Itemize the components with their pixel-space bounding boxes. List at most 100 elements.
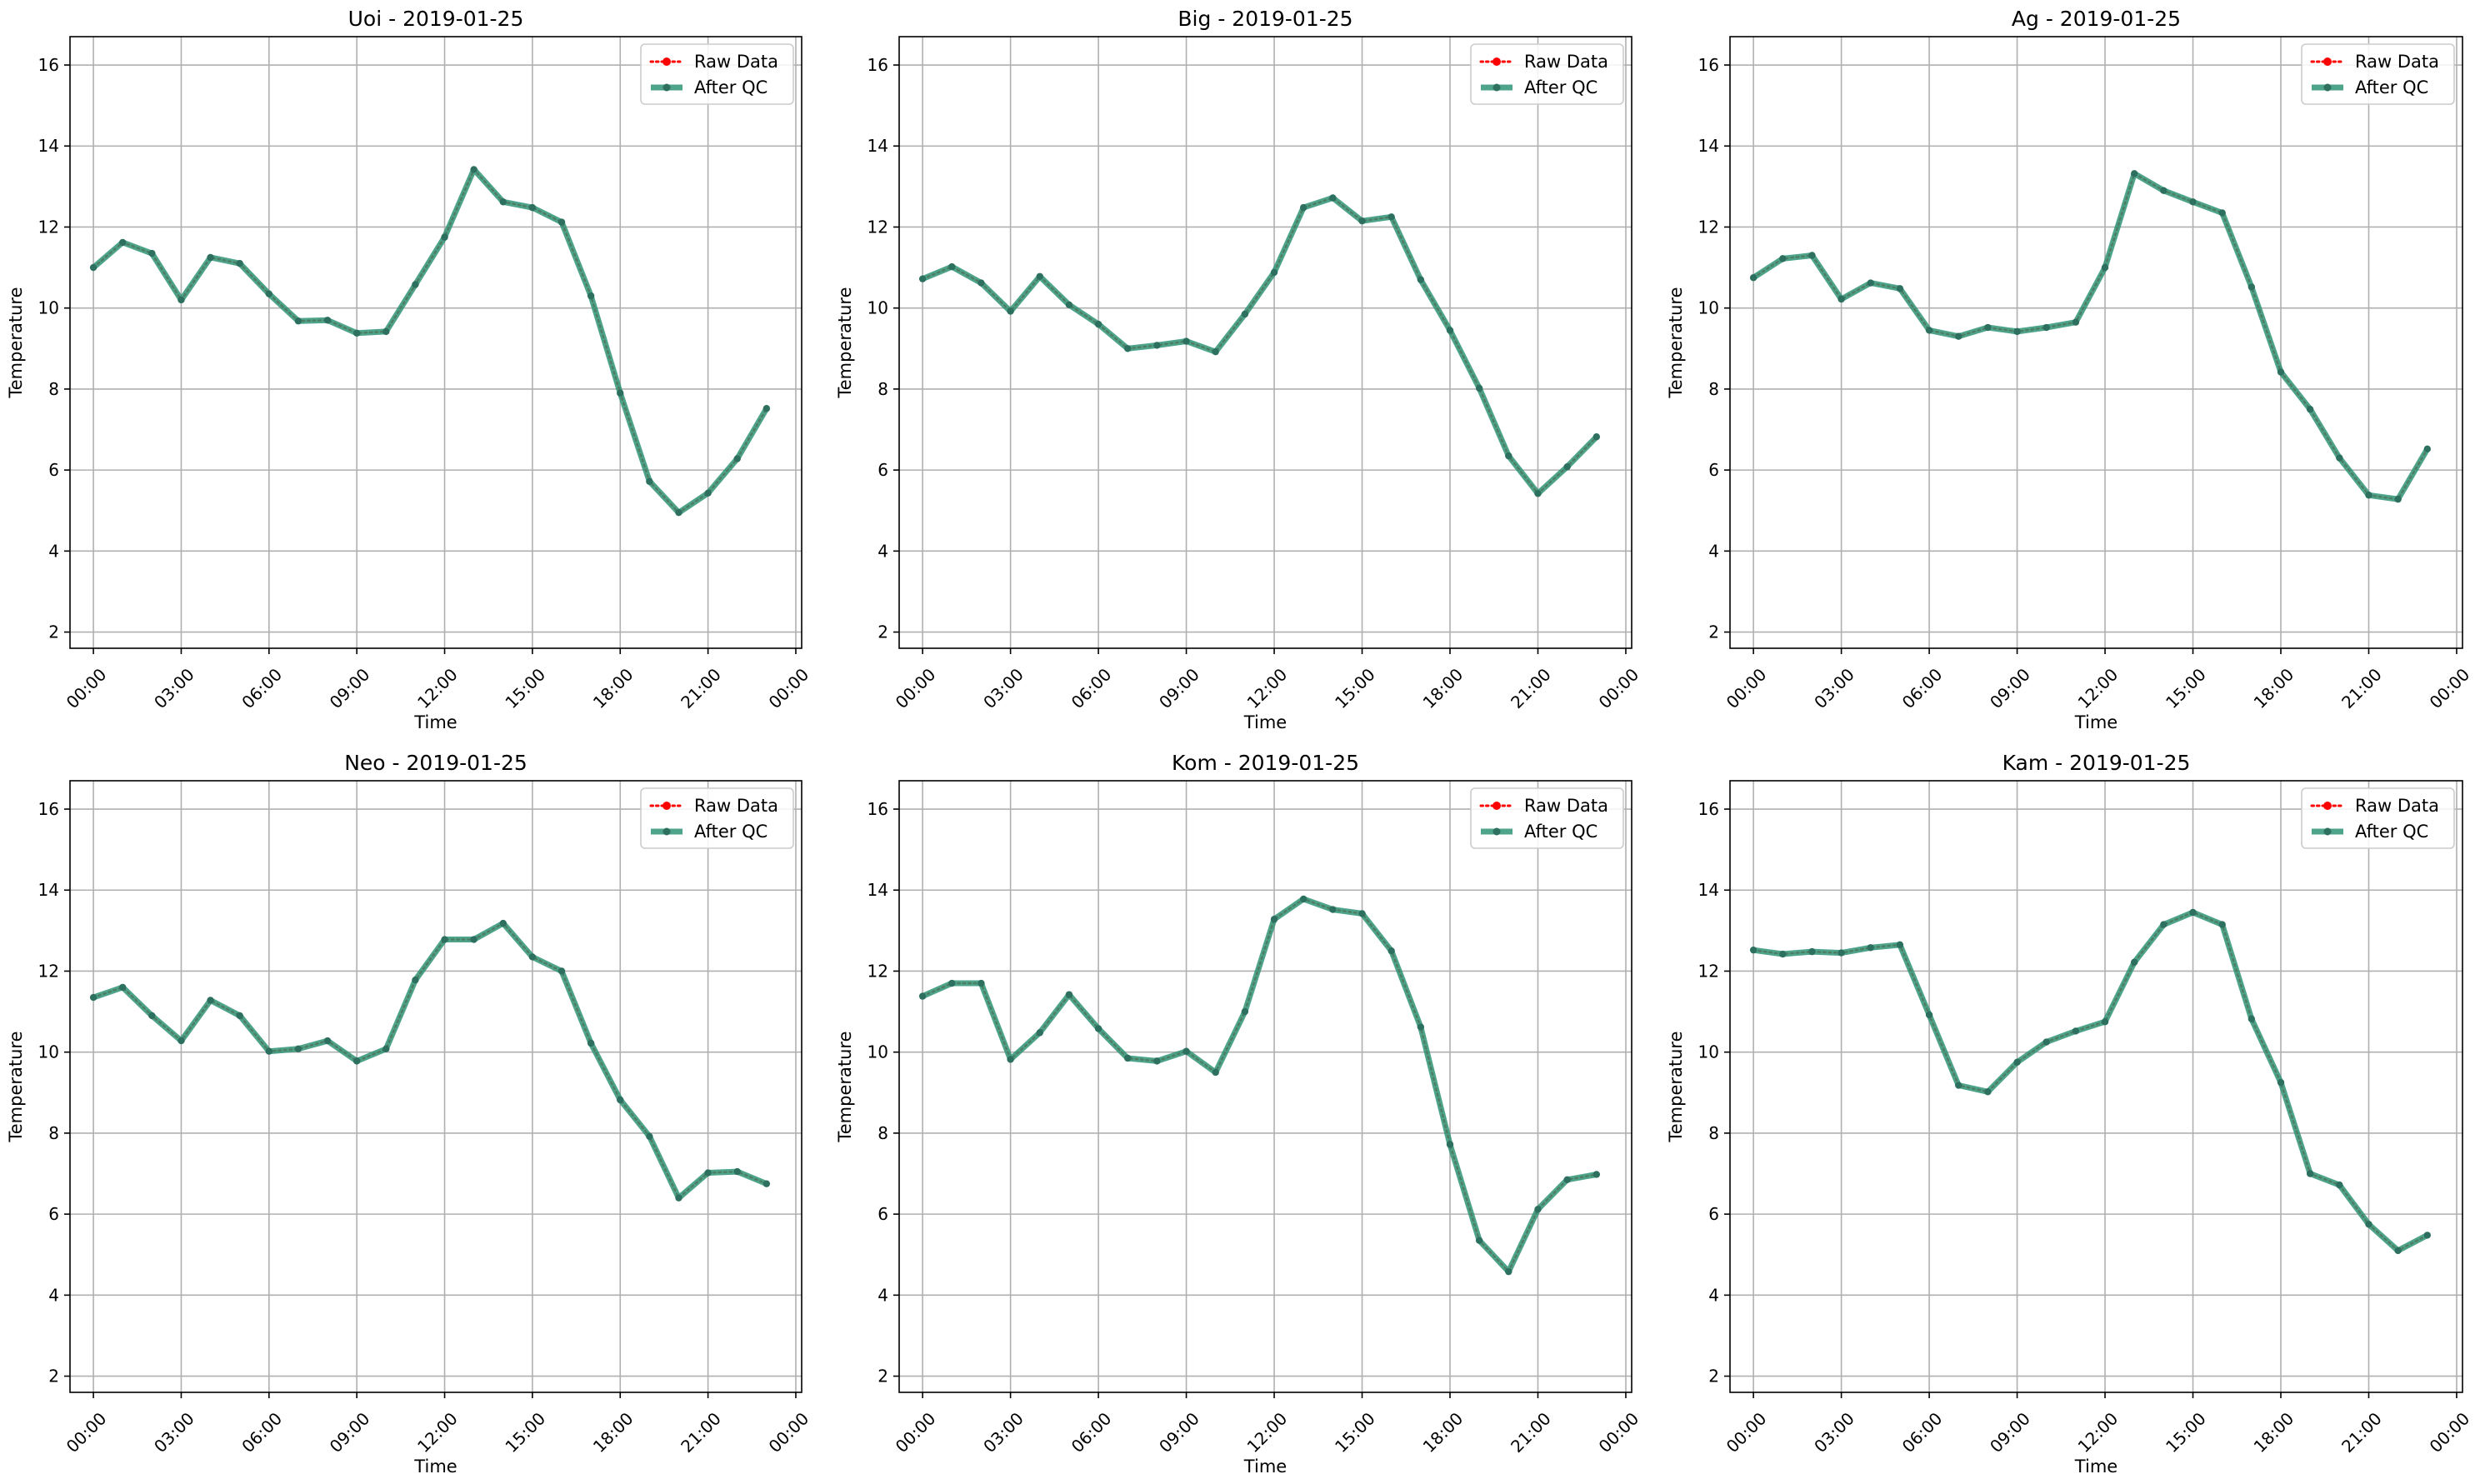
data-point: [1563, 1176, 1571, 1184]
x-tick-label: 06:00: [1898, 1408, 1947, 1457]
subplot-5: 00:00 03:00 06:00 09:00 12:00 15:00 18:00 21:00…: [835, 751, 1642, 1477]
data-point: [2013, 1058, 2021, 1067]
data-point: [1867, 944, 1874, 952]
x-tick-label: 00:00: [765, 1408, 813, 1457]
data-point: [2248, 283, 2256, 291]
axes-frame: [69, 780, 802, 1393]
data-point: [148, 1012, 156, 1020]
y-tick-label: 6: [878, 1204, 888, 1224]
data-point: [1592, 1171, 1601, 1178]
x-tick-label: 12:00: [2074, 664, 2122, 712]
y-tick-label: 14: [38, 136, 59, 156]
x-tick-label: 09:00: [1986, 664, 2034, 712]
x-tick-label: 00:00: [62, 1408, 111, 1457]
x-tick-label: 18:00: [2250, 664, 2298, 712]
y-tick-label: 2: [1708, 622, 1719, 642]
y-tick-label: 8: [878, 379, 888, 399]
x-axis-label: Time: [1243, 1457, 1287, 1477]
y-tick-label: 16: [38, 799, 59, 819]
y-tick-label: 10: [1698, 298, 1719, 318]
data-point: [2336, 454, 2343, 462]
data-point: [2160, 921, 2168, 928]
data-point: [1065, 991, 1073, 998]
data-point: [1241, 310, 1249, 318]
data-point: [1446, 327, 1454, 334]
x-tick-label: 00:00: [1595, 1408, 1643, 1457]
x-axis-label: Time: [2074, 1457, 2118, 1477]
data-point: [1300, 895, 1308, 903]
y-tick-label: 4: [878, 1285, 888, 1305]
x-tick-label: 15:00: [2162, 1408, 2210, 1457]
data-point: [733, 1167, 741, 1176]
series-raw-line: [92, 167, 768, 514]
x-axis-label: Time: [1243, 712, 1287, 732]
data-point: [499, 198, 507, 206]
data-point: [2423, 1232, 2432, 1239]
data-point: [1094, 320, 1102, 328]
x-tick-label: 06:00: [238, 664, 286, 712]
data-point: [2042, 1038, 2050, 1046]
y-tick-label: 14: [1698, 136, 1719, 156]
legend-raw-label: Raw Data: [1524, 52, 1608, 72]
data-point: [352, 1057, 361, 1065]
y-tick-label: 14: [38, 880, 59, 900]
x-tick-label: 06:00: [1068, 664, 1116, 712]
data-point: [2160, 187, 2168, 194]
x-tick-label: 00:00: [892, 1408, 940, 1457]
legend: Raw Data After QC: [2301, 787, 2455, 849]
data-point: [265, 290, 273, 297]
data-point: [2277, 368, 2285, 376]
x-tick-label: 00:00: [765, 664, 813, 712]
data-point: [1475, 1237, 1483, 1244]
legend: Raw Data After QC: [2301, 43, 2455, 105]
y-tick-label: 12: [38, 217, 59, 237]
series-qc-line: [92, 920, 768, 1202]
data-point: [2306, 406, 2314, 413]
y-axis-label: Temperature: [6, 1031, 26, 1142]
data-point: [1182, 337, 1190, 345]
data-point: [89, 263, 98, 272]
data-point: [948, 979, 956, 987]
data-point: [470, 166, 478, 173]
data-point: [207, 997, 214, 1004]
data-point: [704, 489, 712, 497]
y-tick-label: 10: [868, 298, 888, 318]
data-point: [1896, 941, 1904, 949]
legend-qc-label: After QC: [694, 822, 768, 842]
legend: Raw Data After QC: [640, 787, 794, 849]
x-tick-label: 06:00: [1898, 664, 1947, 712]
data-point: [1124, 1054, 1132, 1062]
y-tick-label: 2: [878, 622, 888, 642]
data-point: [558, 967, 566, 975]
data-point: [587, 1039, 595, 1047]
y-tick-label: 6: [48, 460, 59, 480]
legend-qc-label: After QC: [2355, 77, 2428, 97]
x-tick-label: 21:00: [2338, 1408, 2386, 1457]
data-point: [1446, 1141, 1454, 1148]
x-tick-label: 03:00: [979, 664, 1028, 712]
x-tick-label: 03:00: [150, 1408, 198, 1457]
data-point: [119, 983, 127, 992]
axes-frame: [898, 780, 1632, 1393]
legend-raw-label: Raw Data: [1524, 796, 1608, 816]
data-point: [617, 389, 624, 397]
y-tick-label: 12: [868, 961, 888, 981]
x-tick-label: 09:00: [1155, 1408, 1203, 1457]
axes-frame: [1729, 780, 2463, 1393]
data-point: [1867, 279, 1874, 287]
y-tick-label: 16: [38, 55, 59, 75]
subplot-title: Neo - 2019-01-25: [344, 751, 528, 775]
x-tick-label: 18:00: [589, 1408, 638, 1457]
legend-raw-label: Raw Data: [2355, 796, 2439, 816]
data-point: [2101, 1018, 2109, 1026]
y-tick-label: 4: [1708, 541, 1719, 561]
data-point: [89, 993, 98, 1002]
data-point: [762, 405, 771, 412]
data-point: [528, 953, 537, 961]
y-axis-label: Temperature: [6, 287, 26, 398]
x-tick-label: 15:00: [501, 664, 549, 712]
y-tick-label: 16: [1698, 799, 1719, 819]
legend-raw-marker: [662, 57, 671, 66]
series-raw-line: [921, 197, 1598, 496]
data-point: [1388, 213, 1395, 221]
